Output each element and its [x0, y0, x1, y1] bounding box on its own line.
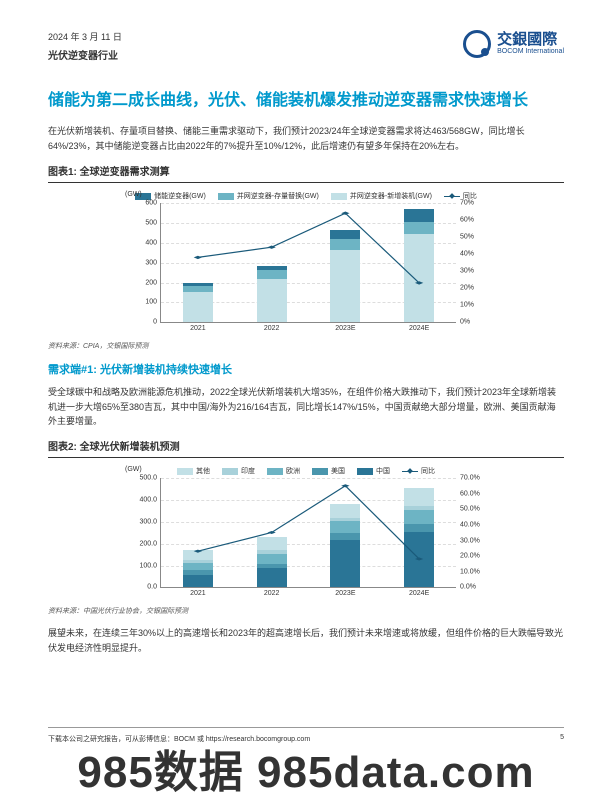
legend-label: 美国 — [331, 466, 345, 476]
legend-swatch — [357, 468, 373, 475]
logo-en-text: BOCOM International — [497, 48, 564, 56]
legend-item: 印度 — [222, 466, 255, 476]
y-tick: 300.0 — [139, 518, 161, 525]
y2-tick: 30.0% — [456, 537, 480, 544]
legend-item: 同比 — [402, 466, 435, 476]
paragraph-1: 在光伏新增装机、存量项目替换、储能三重需求驱动下，我们预计2023/24年全球逆… — [48, 124, 564, 153]
legend-label: 印度 — [241, 466, 255, 476]
y2-tick: 40% — [456, 251, 474, 258]
line-overlay — [161, 478, 456, 587]
x-label: 2024E — [409, 587, 429, 597]
legend-label: 中国 — [376, 466, 390, 476]
y-tick: 100.0 — [139, 562, 161, 569]
legend-label: 同比 — [421, 466, 435, 476]
y2-tick: 60.0% — [456, 490, 480, 497]
legend-swatch — [177, 468, 193, 475]
y2-tick: 0.0% — [456, 584, 476, 591]
y2-tick: 20.0% — [456, 553, 480, 560]
y-tick: 0.0 — [147, 584, 161, 591]
x-label: 2022 — [264, 322, 280, 332]
logo-text: 交銀國際 BOCOM International — [497, 32, 564, 56]
y2-tick: 50.0% — [456, 506, 480, 513]
legend-swatch — [267, 468, 283, 475]
x-label: 2021 — [190, 587, 206, 597]
y-tick: 200 — [145, 279, 161, 286]
y-axis-unit: (GW) — [125, 466, 142, 473]
x-label: 2023E — [335, 322, 355, 332]
chart1-demand-forecast: 储能逆变器(GW)并网逆变器-存量替换(GW)并网逆变器-新增装机(GW)同比(… — [116, 187, 496, 339]
chart-legend: 其他 印度 欧洲 美国 中国 同比 — [116, 462, 496, 478]
legend-line-swatch — [402, 471, 418, 472]
report-category: 光伏逆变器行业 — [48, 47, 122, 62]
report-date: 2024 年 3 月 11 日 — [48, 30, 122, 43]
page-header: 2024 年 3 月 11 日 光伏逆变器行业 交銀國際 BOCOM Inter… — [0, 0, 612, 72]
y2-tick: 50% — [456, 234, 474, 241]
chart2-title: 图表2: 全球光伏新增装机预测 — [48, 438, 564, 458]
legend-label: 并网逆变器-新增装机(GW) — [350, 191, 432, 201]
y2-tick: 30% — [456, 268, 474, 275]
legend-item: 并网逆变器-新增装机(GW) — [331, 191, 432, 201]
chart-plot: (GW)0.0100.0200.0300.0400.0500.00.0%10.0… — [160, 478, 456, 588]
chart-legend: 储能逆变器(GW)并网逆变器-存量替换(GW)并网逆变器-新增装机(GW)同比 — [116, 187, 496, 203]
legend-item: 并网逆变器-存量替换(GW) — [218, 191, 319, 201]
watermark: 985数据 985data.com — [0, 736, 612, 800]
y-tick: 500 — [145, 220, 161, 227]
legend-swatch — [222, 468, 238, 475]
legend-line-swatch — [444, 196, 460, 197]
y2-tick: 70% — [456, 200, 474, 207]
logo-cn-text: 交銀國際 — [497, 32, 564, 49]
legend-item: 美国 — [312, 466, 345, 476]
chart2-install-forecast: 其他印度欧洲美国中国同比(GW)0.0100.0200.0300.0400.05… — [116, 462, 496, 604]
x-label: 2021 — [190, 322, 206, 332]
chart1-title: 图表1: 全球逆变器需求测算 — [48, 163, 564, 183]
paragraph-3: 展望未来，在连续三年30%以上的高速增长和2023年的超高速增长后，我们预计未来… — [48, 626, 564, 655]
line-overlay — [161, 203, 456, 322]
chart2-source: 资料来源：中国光伏行业协会，交银国际预测 — [48, 606, 564, 616]
legend-label: 储能逆变器(GW) — [154, 191, 206, 201]
legend-label: 并网逆变器-存量替换(GW) — [237, 191, 319, 201]
x-label: 2023E — [335, 587, 355, 597]
legend-label: 其他 — [196, 466, 210, 476]
y-tick: 600 — [145, 200, 161, 207]
x-label: 2024E — [409, 322, 429, 332]
content-body: 储能为第二成长曲线，光伏、储能装机爆发推动逆变器需求快速增长 在光伏新增装机、存… — [0, 90, 612, 655]
chart-plot: (GW)01002003004005006000%10%20%30%40%50%… — [160, 203, 456, 323]
legend-item: 其他 — [177, 466, 210, 476]
x-label: 2022 — [264, 587, 280, 597]
y-tick: 300 — [145, 259, 161, 266]
legend-swatch — [331, 193, 347, 200]
logo: 交銀國際 BOCOM International — [463, 30, 564, 58]
header-meta: 2024 年 3 月 11 日 光伏逆变器行业 — [48, 30, 122, 62]
legend-swatch — [218, 193, 234, 200]
y2-tick: 40.0% — [456, 522, 480, 529]
y2-tick: 10.0% — [456, 568, 480, 575]
chart1-source: 资料来源：CPIA，交银国际预测 — [48, 341, 564, 351]
y-tick: 0 — [153, 319, 161, 326]
y-axis-unit: (GW) — [125, 191, 142, 198]
y-tick: 200.0 — [139, 540, 161, 547]
paragraph-2: 受全球碳中和战略及欧洲能源危机推动，2022全球光伏新增装机大增35%，在组件价… — [48, 385, 564, 428]
y2-tick: 0% — [456, 319, 470, 326]
y2-tick: 60% — [456, 217, 474, 224]
legend-item: 欧洲 — [267, 466, 300, 476]
y-tick: 400.0 — [139, 497, 161, 504]
subheading-1: 需求端#1: 光伏新增装机持续快速增长 — [48, 361, 564, 377]
y-tick: 500.0 — [139, 475, 161, 482]
bocom-logo-icon — [463, 30, 491, 58]
y-tick: 100 — [145, 299, 161, 306]
legend-item: 中国 — [357, 466, 390, 476]
y2-tick: 70.0% — [456, 475, 480, 482]
main-title: 储能为第二成长曲线，光伏、储能装机爆发推动逆变器需求快速增长 — [48, 90, 564, 112]
y2-tick: 20% — [456, 285, 474, 292]
y2-tick: 10% — [456, 302, 474, 309]
legend-label: 欧洲 — [286, 466, 300, 476]
legend-swatch — [312, 468, 328, 475]
y-tick: 400 — [145, 239, 161, 246]
